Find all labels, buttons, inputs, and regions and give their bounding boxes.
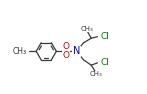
Text: CH₃: CH₃ xyxy=(80,26,93,32)
Text: N: N xyxy=(73,46,80,56)
Text: CH₃: CH₃ xyxy=(90,71,102,77)
Text: CH₃: CH₃ xyxy=(13,47,27,56)
Text: Cl: Cl xyxy=(101,58,109,67)
Text: Cl: Cl xyxy=(101,32,109,41)
Text: O: O xyxy=(63,42,70,51)
Text: O: O xyxy=(63,51,70,60)
Text: S: S xyxy=(63,46,70,56)
